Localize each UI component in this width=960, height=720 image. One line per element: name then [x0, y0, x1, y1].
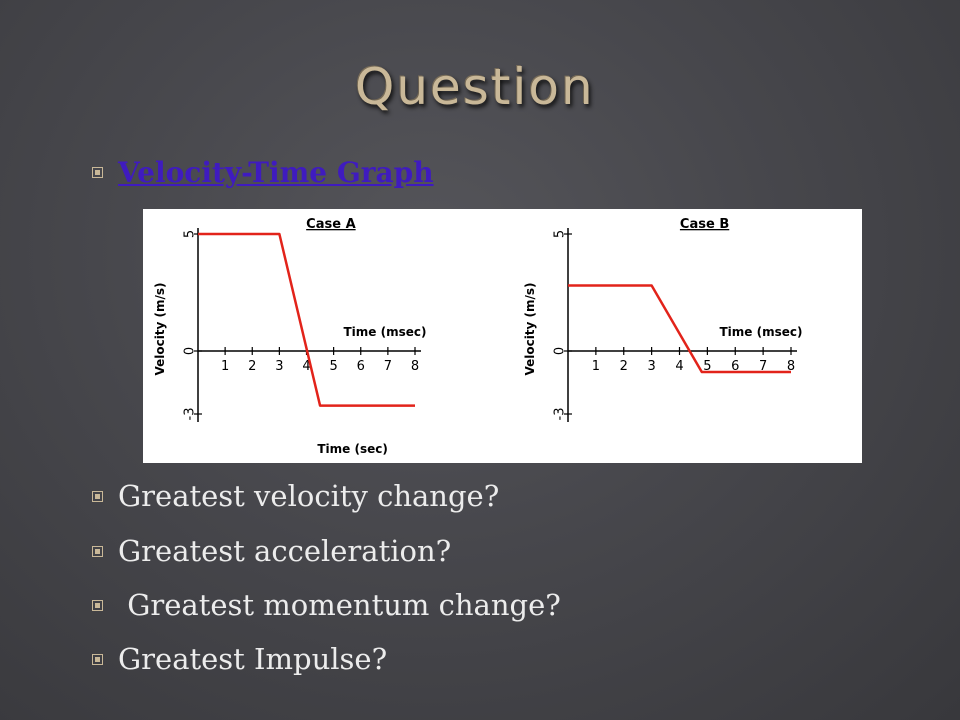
x-tick-label: 5 [329, 359, 337, 374]
question-row-3: Greatest momentum change? [92, 588, 561, 622]
x-tick-label: 3 [275, 359, 283, 374]
question-text: Greatest Impulse? [118, 642, 388, 676]
velocity-line [568, 284, 791, 374]
square-bullet-icon [92, 653, 103, 665]
velocity-line [198, 232, 415, 407]
square-bullet-icon [92, 599, 103, 611]
question-row-2: Greatest acceleration? [92, 534, 451, 568]
x-tick-label: 7 [384, 359, 392, 374]
question-row-1: Greatest velocity change? [92, 479, 499, 513]
y-tick-label: 0 [553, 347, 568, 355]
y-axis-label: Velocity (m/s) [153, 282, 167, 375]
y-tick-label: 0 [183, 347, 198, 355]
velocity-time-graph-link[interactable]: Velocity-Time Graph [118, 156, 434, 189]
x-axis-label: Time (msec) [720, 325, 803, 339]
slide-title: Question [355, 58, 595, 116]
x-tick-label: 2 [248, 359, 256, 374]
chart-panel: 1 2 3 4 5 6 7 8 5 0 -3 Velocity (m/s) Time (msec) Cas… [143, 209, 862, 463]
y-axis-label: Velocity (m/s) [523, 282, 537, 375]
x-tick-label: 6 [731, 359, 739, 374]
bullet-link-row: Velocity-Time Graph [92, 156, 434, 189]
square-bullet-icon [92, 167, 103, 178]
y-tick-label: -3 [553, 408, 568, 421]
x-tick-label: 1 [221, 359, 229, 374]
chart-title: Case A [306, 217, 355, 232]
x-tick-label: 4 [302, 359, 310, 374]
x-tick-label: 6 [357, 359, 365, 374]
x-tick-label: 7 [759, 359, 767, 374]
question-row-4: Greatest Impulse? [92, 642, 387, 676]
question-text: Greatest velocity change? [118, 479, 500, 513]
x-axis-label: Time (msec) [344, 325, 427, 339]
x-tick-label: 3 [647, 359, 655, 374]
x-tick-label: 2 [620, 359, 628, 374]
square-bullet-icon [92, 490, 103, 502]
velocity-time-charts: 1 2 3 4 5 6 7 8 5 0 -3 Velocity (m/s) Time (msec) Cas… [153, 217, 803, 456]
x-tick-label: 4 [675, 359, 683, 374]
question-text: Greatest acceleration? [118, 534, 452, 568]
x-tick-label: 5 [703, 359, 711, 374]
y-tick-label: -3 [183, 408, 198, 421]
x-tick-label: 1 [592, 359, 600, 374]
x-tick-label: 8 [787, 359, 795, 374]
y-tick-label: 5 [553, 230, 568, 238]
chart-title: Case B [680, 217, 729, 232]
question-text: Greatest momentum change? [118, 588, 561, 622]
x-tick-label: 8 [411, 359, 419, 374]
y-tick-label: 5 [183, 230, 198, 238]
x-axis-bottom-label: Time (sec) [317, 442, 387, 456]
square-bullet-icon [92, 545, 103, 557]
